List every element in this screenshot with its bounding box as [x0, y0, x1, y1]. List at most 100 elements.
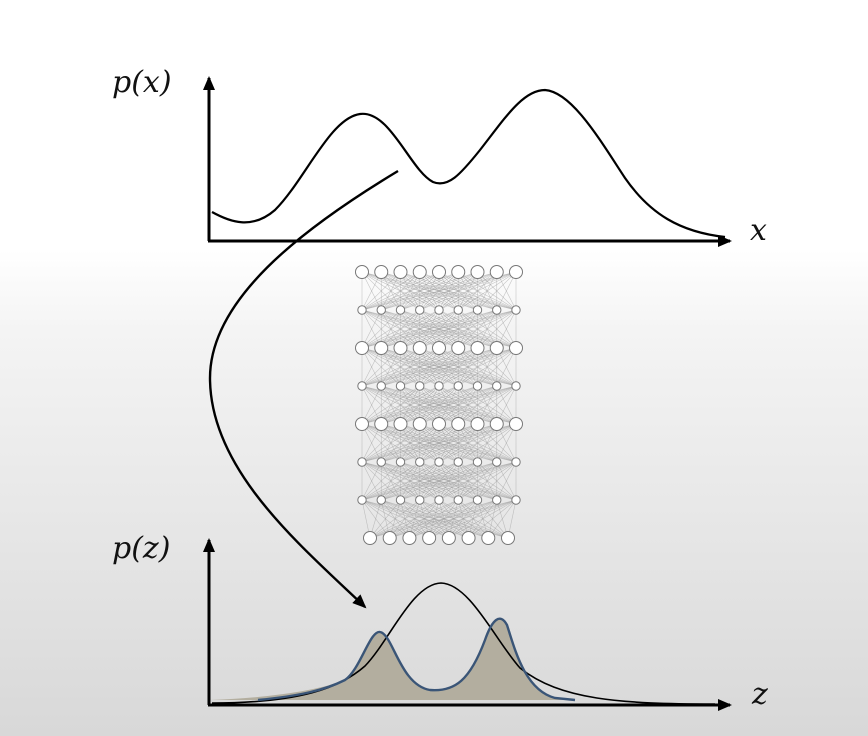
- network-node: [492, 495, 502, 505]
- network-edge: [361, 309, 517, 349]
- network-edge: [496, 385, 517, 425]
- network-edge: [381, 385, 517, 425]
- network-node: [395, 457, 406, 467]
- network-edge: [361, 461, 420, 501]
- pz-plot: p(z) z: [112, 531, 768, 712]
- network-edge: [419, 347, 517, 387]
- network-node: [415, 457, 425, 467]
- network-node: [472, 457, 483, 467]
- network-node: [376, 381, 386, 391]
- network-node: [470, 265, 485, 279]
- network-node: [393, 265, 408, 279]
- network-edge: [361, 309, 401, 349]
- network-edge: [361, 309, 440, 349]
- network-edge: [400, 461, 517, 501]
- network-node: [376, 457, 386, 467]
- network-edge: [361, 271, 497, 311]
- network-edge: [369, 499, 420, 539]
- network-node: [376, 305, 386, 315]
- network-edge: [361, 309, 459, 349]
- network-node: [393, 341, 408, 355]
- network-edge: [477, 461, 517, 501]
- network-edge: [419, 385, 517, 425]
- network-edge: [369, 499, 517, 539]
- network-node: [472, 381, 483, 391]
- network-edge: [488, 499, 517, 539]
- network-node: [415, 381, 425, 391]
- neural-network: [355, 265, 523, 545]
- network-node: [511, 305, 521, 315]
- px-density-curve: [211, 88, 726, 239]
- network-edge: [361, 385, 497, 425]
- network-edge: [361, 347, 401, 387]
- network-edge: [419, 423, 517, 463]
- network-edge: [496, 347, 517, 387]
- network-node: [434, 381, 444, 391]
- network-edge: [361, 347, 459, 387]
- network-node: [422, 531, 437, 545]
- network-node: [453, 381, 463, 391]
- network-edge: [361, 461, 478, 501]
- network-edge: [361, 461, 497, 501]
- network-edge: [477, 309, 517, 349]
- network-node: [434, 457, 444, 467]
- network-edge: [361, 385, 382, 425]
- network-edge: [361, 385, 401, 425]
- network-edge: [361, 271, 420, 311]
- network-edge: [361, 347, 440, 387]
- network-edge: [361, 347, 517, 387]
- px-plot: p(x) x: [112, 65, 767, 248]
- network-node: [374, 341, 389, 355]
- network-node: [374, 417, 389, 431]
- network-edge: [361, 461, 440, 501]
- network-edge: [361, 461, 459, 501]
- network-node: [489, 265, 504, 279]
- network-edge: [438, 385, 517, 425]
- px-x-label: x: [750, 213, 767, 248]
- network-edge: [381, 423, 517, 463]
- network-node: [489, 341, 504, 355]
- network-edge: [438, 309, 517, 349]
- network-node: [395, 305, 406, 315]
- network-node: [355, 265, 369, 279]
- network-edge: [361, 271, 459, 311]
- network-edge: [438, 461, 517, 501]
- network-node: [451, 417, 466, 431]
- network-edge: [381, 309, 517, 349]
- mapping-arrow: [208, 169, 399, 609]
- pz-flow-density-curve: [257, 617, 576, 702]
- network-node: [492, 381, 502, 391]
- network-node: [461, 531, 476, 545]
- network-node: [374, 265, 389, 279]
- network-edge: [361, 423, 459, 463]
- network-node: [511, 381, 521, 391]
- network-edge: [361, 385, 517, 425]
- network-node: [511, 495, 521, 505]
- network-edge: [361, 461, 382, 501]
- network-node: [489, 417, 504, 431]
- network-edge: [477, 385, 517, 425]
- network-node: [395, 495, 406, 505]
- network-node: [357, 457, 367, 467]
- network-node: [355, 341, 369, 355]
- network-node: [412, 417, 427, 431]
- network-edge: [361, 423, 440, 463]
- network-edge: [361, 461, 401, 501]
- network-node: [355, 417, 369, 431]
- network-node: [412, 341, 427, 355]
- network-node: [402, 531, 417, 545]
- network-edge: [458, 461, 517, 501]
- network-node: [432, 417, 446, 431]
- network-node: [451, 265, 466, 279]
- network-edge: [419, 461, 517, 501]
- network-edge: [458, 347, 517, 387]
- network-node: [395, 381, 406, 391]
- network-node: [434, 305, 444, 315]
- network-node: [357, 305, 367, 315]
- network-edge: [477, 423, 517, 463]
- network-node: [481, 531, 496, 545]
- network-edge: [361, 309, 420, 349]
- network-edge: [458, 385, 517, 425]
- network-node: [412, 265, 427, 279]
- network-node: [432, 265, 446, 279]
